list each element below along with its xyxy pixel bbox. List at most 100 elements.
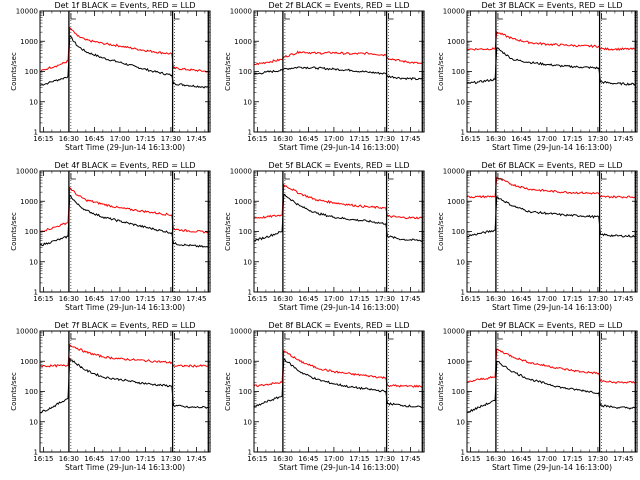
- x-tick-label: 16:45: [84, 135, 104, 143]
- y-tick-label: 1: [461, 449, 465, 457]
- x-tick-label: 17:45: [400, 295, 420, 303]
- event-marker-flag: [284, 333, 290, 340]
- x-tick-label: 16:45: [84, 455, 104, 463]
- plot-frame: [253, 10, 425, 133]
- y-tick-label: 100: [452, 228, 465, 236]
- y-tick-label: 1000: [447, 38, 465, 46]
- x-tick-label: 17:00: [324, 455, 344, 463]
- x-axis-label: Start Time (29-Jun-14 16:13:00): [65, 463, 185, 472]
- x-tick-label: 17:00: [324, 135, 344, 143]
- x-tick-label: 17:00: [110, 135, 130, 143]
- x-axis-label: Start Time (29-Jun-14 16:13:00): [279, 303, 399, 312]
- y-tick-label: 10000: [443, 8, 465, 16]
- y-tick-label: 100: [239, 68, 252, 76]
- series-line-lld: [254, 50, 423, 66]
- x-tick-label: 16:45: [511, 295, 531, 303]
- x-tick-label: 17:45: [613, 135, 633, 143]
- x-tick-label: 17:45: [186, 455, 206, 463]
- x-tick-label: 17:45: [400, 455, 420, 463]
- y-tick-label: 10: [456, 98, 465, 106]
- panel-title: Det 8f BLACK = Events, RED = LLD: [268, 321, 409, 330]
- y-tick-label: 1: [34, 129, 38, 137]
- event-marker-flag: [388, 173, 394, 180]
- panel-det-7: Det 7f BLACK = Events, RED = LLD 1 10 100 10…: [10, 321, 211, 472]
- y-tick-label: 1000: [234, 38, 252, 46]
- panel-title: Det 9f BLACK = Events, RED = LLD: [481, 321, 622, 330]
- panel-det-9: Det 9f BLACK = Events, RED = LLD 1 10 100 10…: [437, 321, 638, 472]
- panel-det-5: Det 5f BLACK = Events, RED = LLD 1 10 100 10…: [224, 161, 425, 312]
- x-tick-label: 17:15: [562, 295, 582, 303]
- panel-det-1: Det 1f BLACK = Events, RED = LLD 1 10 100 10…: [10, 1, 211, 152]
- x-tick-label: 16:15: [33, 295, 53, 303]
- y-tick-label: 1: [461, 129, 465, 137]
- x-tick-label: 17:30: [161, 455, 181, 463]
- x-tick-label: 17:45: [186, 135, 206, 143]
- plot-frame: [39, 10, 211, 133]
- x-axis-label: Start Time (29-Jun-14 16:13:00): [65, 143, 185, 152]
- x-tick-label: 17:30: [161, 295, 181, 303]
- x-tick-label: 17:15: [349, 135, 369, 143]
- x-tick-label: 16:45: [298, 135, 318, 143]
- x-tick-label: 16:30: [486, 295, 506, 303]
- y-tick-label: 1000: [20, 38, 38, 46]
- x-tick-label: 17:00: [324, 295, 344, 303]
- x-axis-label: Start Time (29-Jun-14 16:13:00): [492, 463, 612, 472]
- x-tick-label: 16:45: [511, 455, 531, 463]
- x-tick-label: 17:30: [588, 295, 608, 303]
- x-tick-label: 16:45: [511, 135, 531, 143]
- series-line-lld: [254, 183, 423, 220]
- x-tick-label: 16:15: [33, 135, 53, 143]
- panel-title: Det 3f BLACK = Events, RED = LLD: [481, 1, 622, 10]
- y-axis-label: Counts/sec: [437, 212, 445, 251]
- x-tick-label: 17:15: [135, 295, 155, 303]
- y-tick-label: 10000: [443, 328, 465, 336]
- x-tick-label: 17:15: [562, 135, 582, 143]
- series-line-events: [40, 194, 209, 248]
- series-line-lld: [40, 26, 209, 73]
- series-line-events: [254, 193, 423, 243]
- y-tick-label: 1000: [20, 358, 38, 366]
- event-marker-flag: [174, 333, 180, 340]
- x-tick-label: 17:45: [613, 295, 633, 303]
- x-tick-label: 17:00: [537, 135, 557, 143]
- x-axis-label: Start Time (29-Jun-14 16:13:00): [492, 143, 612, 152]
- y-tick-label: 1000: [234, 358, 252, 366]
- y-axis-label: Counts/sec: [437, 372, 445, 411]
- event-marker-flag: [174, 173, 180, 180]
- y-tick-label: 100: [452, 388, 465, 396]
- y-tick-label: 100: [239, 228, 252, 236]
- x-tick-label: 17:15: [562, 455, 582, 463]
- panel-det-3: Det 3f BLACK = Events, RED = LLD 1 10 100 10…: [437, 1, 638, 152]
- series-line-lld: [40, 343, 209, 368]
- event-marker-flag: [601, 13, 607, 20]
- series-line-events: [467, 360, 636, 414]
- series-line-events: [40, 35, 209, 89]
- x-tick-label: 17:30: [588, 455, 608, 463]
- event-marker-flag: [70, 173, 76, 180]
- y-tick-label: 10: [456, 418, 465, 426]
- y-axis-label: Counts/sec: [10, 372, 18, 411]
- series-line-lld: [467, 30, 636, 52]
- x-tick-label: 17:45: [613, 455, 633, 463]
- x-tick-label: 16:30: [273, 295, 293, 303]
- x-tick-label: 16:15: [460, 135, 480, 143]
- x-tick-label: 17:30: [588, 135, 608, 143]
- y-tick-label: 10: [29, 98, 38, 106]
- y-tick-label: 100: [239, 388, 252, 396]
- event-marker-flag: [174, 13, 180, 20]
- plot-frame: [466, 330, 638, 453]
- x-tick-label: 16:15: [33, 455, 53, 463]
- event-marker-flag: [497, 333, 503, 340]
- y-tick-label: 1000: [234, 198, 252, 206]
- y-tick-label: 100: [25, 228, 38, 236]
- x-tick-label: 16:15: [460, 455, 480, 463]
- y-axis-label: Counts/sec: [437, 52, 445, 91]
- x-tick-label: 17:00: [537, 295, 557, 303]
- series-line-lld: [467, 348, 636, 385]
- x-tick-label: 17:15: [135, 135, 155, 143]
- panel-title: Det 1f BLACK = Events, RED = LLD: [54, 1, 195, 10]
- x-tick-label: 16:30: [486, 455, 506, 463]
- y-tick-label: 10000: [16, 8, 38, 16]
- y-tick-label: 1000: [447, 198, 465, 206]
- plot-frame: [39, 330, 211, 453]
